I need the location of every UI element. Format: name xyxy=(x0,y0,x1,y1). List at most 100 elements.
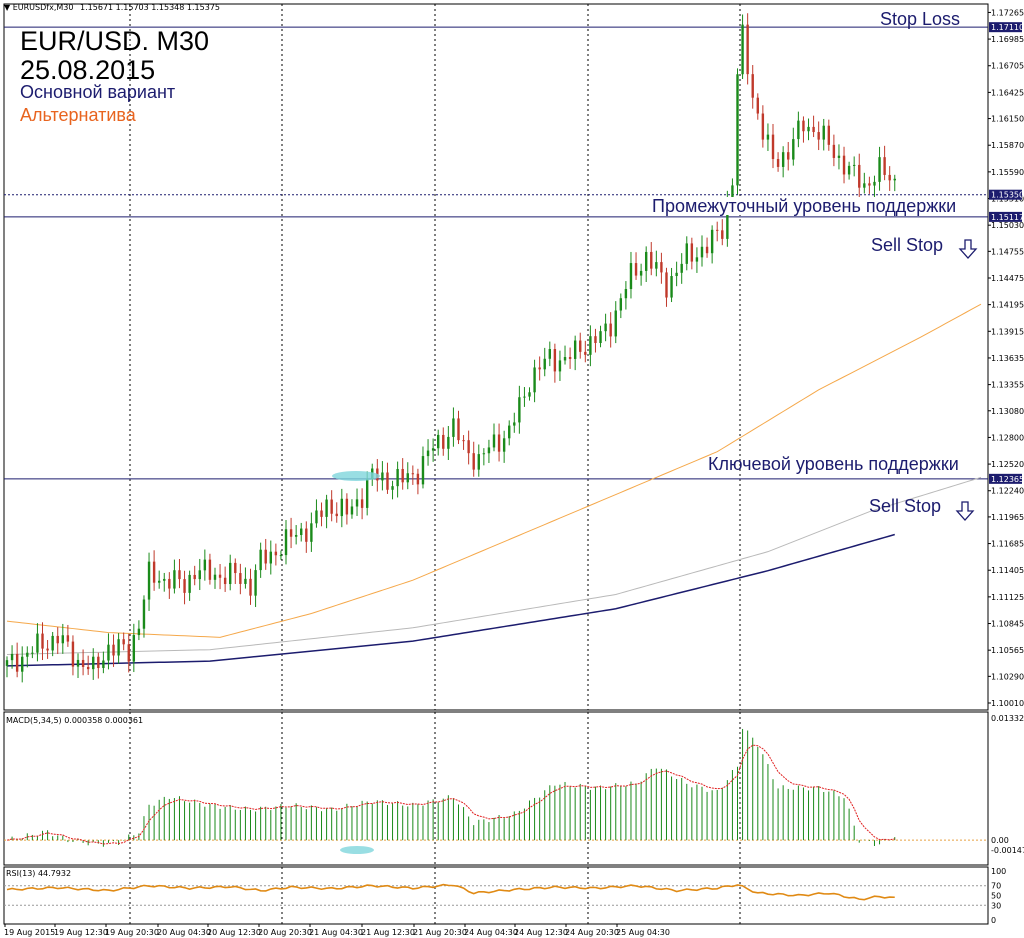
candle-body xyxy=(340,498,344,517)
price-tick-label: 1.16705 xyxy=(991,62,1024,71)
candle-body xyxy=(300,528,303,536)
candle-body xyxy=(802,120,805,132)
price-tick-label: 1.11965 xyxy=(991,513,1024,522)
ma-orange-line xyxy=(6,303,982,638)
time-tick-label: 24 Aug 12:30 xyxy=(514,928,568,937)
candle-body xyxy=(234,562,237,574)
candle-body xyxy=(477,454,480,470)
rsi-tick-label: 30 xyxy=(991,901,1001,910)
collapse-triangle-icon[interactable]: ▼ xyxy=(4,3,11,12)
candlesticks xyxy=(5,13,896,683)
candle-body xyxy=(335,513,338,517)
candle-body xyxy=(442,434,445,449)
level-label-box xyxy=(989,473,1022,484)
price-tick-label: 1.15030 xyxy=(991,221,1024,230)
candle-body xyxy=(117,639,120,656)
macd-highlight xyxy=(340,846,374,854)
candle-body xyxy=(416,473,420,485)
price-tick-label: 1.11685 xyxy=(991,540,1024,549)
sell-stop-label-2: Sell Stop xyxy=(869,496,942,516)
price-tick-label: 1.12240 xyxy=(991,487,1024,496)
candle-body xyxy=(152,561,156,583)
candle-body xyxy=(893,178,896,181)
candle-body xyxy=(193,574,196,580)
candle-body xyxy=(726,201,729,239)
candle-body xyxy=(462,440,465,442)
macd-tick-label: 0.00 xyxy=(991,836,1009,845)
candle-body xyxy=(294,535,298,537)
candle-body xyxy=(665,272,668,298)
level-label: 1.15350 xyxy=(991,191,1024,200)
candle-body xyxy=(584,351,587,355)
time-tick-label: 21 Aug 12:30 xyxy=(361,928,415,937)
price-tick-label: 1.15870 xyxy=(991,141,1024,150)
candle-body xyxy=(431,448,435,451)
candle-body xyxy=(467,440,470,454)
candle-body xyxy=(452,418,455,437)
price-tick-label: 1.16150 xyxy=(991,115,1024,124)
macd-tick-label: 0.013323 xyxy=(991,714,1024,723)
ma-navy-line xyxy=(6,533,895,667)
intermediate-support-label: Промежуточный уровень поддержки xyxy=(652,196,957,216)
candle-body xyxy=(457,418,460,441)
price-tick-label: 1.10845 xyxy=(991,620,1024,629)
candle-body xyxy=(847,165,851,175)
candle-body xyxy=(878,157,881,182)
candle-body xyxy=(761,113,765,140)
price-tick-label: 1.11125 xyxy=(991,593,1024,602)
legend-main: Основной вариант xyxy=(20,82,176,102)
candle-body xyxy=(680,263,683,273)
candle-body xyxy=(56,635,59,644)
annotation-marks xyxy=(332,239,978,854)
candle-body xyxy=(183,579,186,593)
candle-body xyxy=(168,578,171,589)
price-tick-label: 1.12520 xyxy=(991,460,1024,469)
candle-body xyxy=(858,164,861,188)
axis-labels: 1.17265 1.16985 1.16705 1.16425 1.16150 1.158… xyxy=(4,8,1024,937)
candle-body xyxy=(644,251,648,271)
candle-body xyxy=(112,644,115,656)
candle-body xyxy=(614,310,617,337)
candle-body xyxy=(76,659,80,667)
price-tick-label: 1.13355 xyxy=(991,381,1024,390)
candle-body xyxy=(223,577,227,585)
candle-body xyxy=(873,181,876,186)
candle-body xyxy=(710,229,714,254)
candle-body xyxy=(863,183,866,188)
level-label: 1.17110 xyxy=(991,23,1024,32)
candle-body xyxy=(137,628,141,636)
candle-body xyxy=(396,468,399,487)
candle-body xyxy=(411,473,415,475)
time-tick-label: 24 Aug 20:30 xyxy=(565,928,619,937)
candle-body xyxy=(888,174,891,181)
price-tick-label: 1.13915 xyxy=(991,327,1024,336)
price-tick-label: 1.14475 xyxy=(991,274,1024,283)
macd-label: MACD(5,34,5) 0.000358 0.000361 xyxy=(6,716,144,725)
candle-body xyxy=(386,472,389,490)
candle-body xyxy=(173,570,176,589)
candle-body xyxy=(624,289,628,299)
candle-body xyxy=(629,263,633,290)
rsi-tick-label: 50 xyxy=(991,892,1001,901)
candle-body xyxy=(695,257,699,262)
candle-body xyxy=(482,453,486,455)
rsi-panel xyxy=(4,883,988,906)
time-tick-label: 20 Aug 12:30 xyxy=(207,928,261,937)
candle-body xyxy=(447,436,450,449)
candle-body xyxy=(320,510,323,517)
candle-body xyxy=(655,262,658,269)
candle-body xyxy=(523,396,526,398)
candle-body xyxy=(776,159,780,167)
candle-body xyxy=(558,360,562,372)
candle-body xyxy=(492,434,496,448)
time-tick-label: 20 Aug 20:30 xyxy=(258,928,312,937)
price-tick-label: 1.10010 xyxy=(991,699,1024,708)
candle-body xyxy=(771,134,775,160)
candle-body xyxy=(827,125,831,145)
candle-body xyxy=(751,74,754,98)
time-tick-label: 24 Aug 04:30 xyxy=(464,928,518,937)
candle-body xyxy=(472,453,475,470)
candle-body xyxy=(127,644,130,662)
candle-body xyxy=(163,578,166,581)
rsi-tick-label: 0 xyxy=(991,916,996,925)
